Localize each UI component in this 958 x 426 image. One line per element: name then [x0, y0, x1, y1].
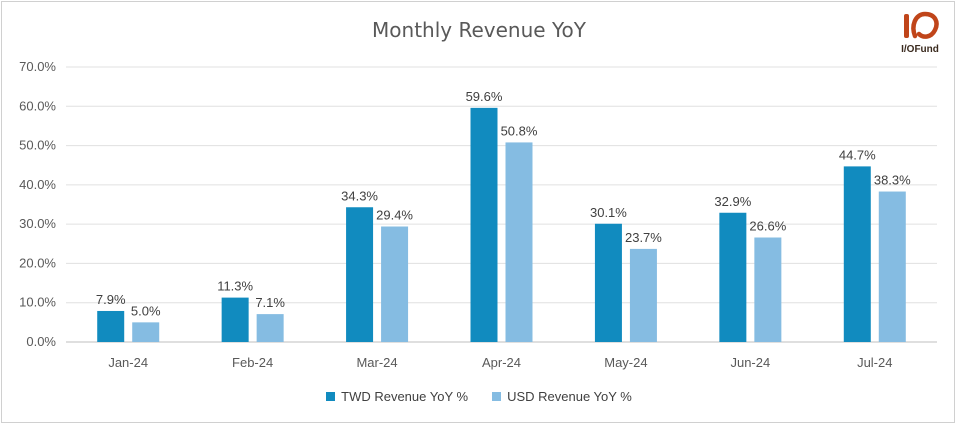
y-tick-label: 20.0% — [19, 255, 56, 270]
logo-text: I/OFund — [901, 44, 939, 55]
legend-label-usd: USD Revenue YoY % — [507, 389, 632, 404]
legend: TWD Revenue YoY % USD Revenue YoY % — [0, 389, 958, 404]
data-label-usd: 29.4% — [376, 208, 413, 223]
gridlines — [66, 66, 937, 343]
data-label-twd: 59.6% — [466, 89, 503, 104]
x-tick-label: Jan-24 — [108, 355, 148, 370]
bar-twd — [843, 166, 871, 342]
bars — [97, 107, 906, 342]
legend-item-usd: USD Revenue YoY % — [492, 389, 632, 404]
legend-item-twd: TWD Revenue YoY % — [326, 389, 468, 404]
y-tick-label: 50.0% — [19, 138, 56, 153]
bar-usd — [381, 226, 409, 342]
bar-twd — [221, 297, 249, 342]
y-tick-label: 70.0% — [19, 59, 56, 74]
data-label-twd: 32.9% — [714, 194, 751, 209]
data-labels: 7.9% 5.0% 11.3%7.1% 34.3% 29.4% 59.6% 50.8% 30.… — [96, 89, 911, 319]
bar-usd — [132, 322, 160, 342]
data-label-twd: 7.9% — [96, 292, 126, 307]
bar-twd — [594, 223, 622, 342]
data-label-twd: 30.1% — [590, 205, 627, 220]
bar-usd — [505, 142, 533, 342]
io-fund-logo: I/OFund — [893, 8, 947, 66]
x-axis: Jan-24 Feb-24 Mar-24 Apr-24 May-24 Jun-24 Jul-… — [108, 355, 892, 370]
legend-swatch-usd — [492, 392, 502, 401]
y-tick-label: 10.0% — [19, 295, 56, 310]
y-tick-label: 60.0% — [19, 98, 56, 113]
legend-swatch-twd — [326, 392, 336, 401]
legend-label-twd: TWD Revenue YoY % — [341, 389, 469, 404]
data-label-twd: 34.3% — [341, 188, 378, 203]
bar-usd — [256, 314, 284, 342]
y-tick-label: 0.0% — [26, 334, 56, 349]
x-tick-label: Apr-24 — [482, 355, 521, 370]
x-tick-label: Jul-24 — [857, 355, 892, 370]
x-tick-label: Jun-24 — [730, 355, 770, 370]
bar-usd — [629, 248, 657, 342]
y-tick-label: 40.0% — [19, 177, 56, 192]
bar-usd — [878, 191, 906, 342]
x-tick-label: May-24 — [604, 355, 647, 370]
data-label-usd: 38.3% — [874, 173, 911, 188]
y-axis: 0.0% 10.0% 20.0% 30.0% 40.0% 50.0% 60.0% 70.0% — [19, 59, 56, 349]
y-tick-label: 30.0% — [19, 216, 56, 231]
bar-usd — [754, 237, 782, 342]
data-label-usd: 26.6% — [749, 219, 786, 234]
bar-twd — [346, 207, 374, 342]
io-logo-icon — [904, 11, 939, 39]
data-label-twd: 11.3% — [217, 279, 253, 294]
chart-title: Monthly Revenue YoY — [372, 18, 586, 42]
data-label-usd: 23.7% — [625, 230, 662, 245]
data-label-usd: 7.1% — [255, 295, 285, 310]
data-label-usd: 5.0% — [131, 303, 161, 318]
x-tick-label: Mar-24 — [356, 355, 397, 370]
bar-twd — [719, 212, 747, 342]
bar-twd — [97, 310, 125, 342]
data-label-twd: 44.7% — [839, 147, 876, 162]
data-label-usd: 50.8% — [501, 123, 538, 138]
x-tick-label: Feb-24 — [232, 355, 273, 370]
bar-twd — [470, 107, 498, 342]
